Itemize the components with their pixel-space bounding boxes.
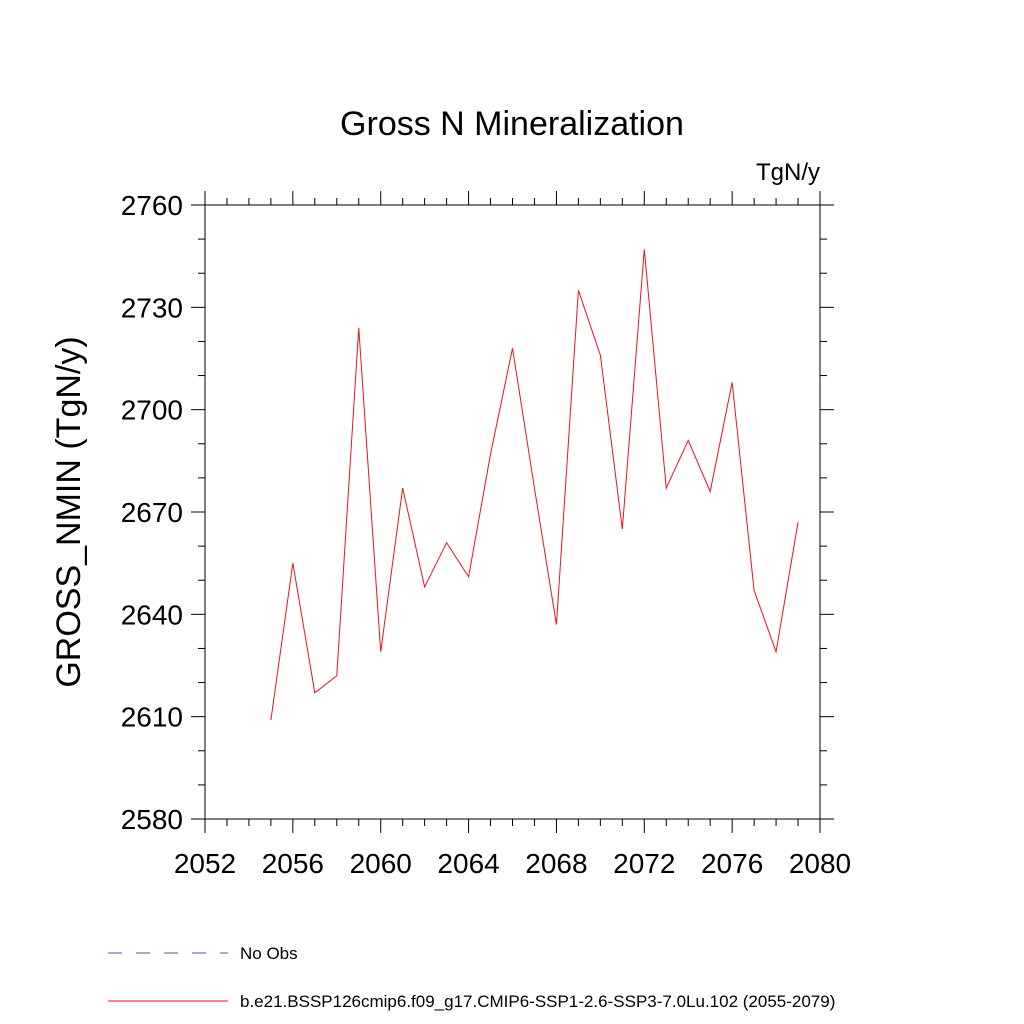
x-tick-label: 2076 — [701, 848, 763, 879]
chart-title: Gross N Mineralization — [340, 105, 684, 143]
legend-label-model-run: b.e21.BSSP126cmip6.f09_g17.CMIP6-SSP1-2.… — [240, 992, 835, 1011]
y-tick-label: 2640 — [121, 599, 183, 630]
x-tick-labels: 2052 2056 2060 2064 2068 2072 2076 2080 — [174, 848, 851, 879]
x-tick-label: 2060 — [350, 848, 412, 879]
x-tick-label: 2052 — [174, 848, 236, 879]
series-line — [270, 249, 799, 721]
y-tick-label: 2610 — [121, 702, 183, 733]
y-tick-label: 2670 — [121, 497, 183, 528]
legend: No Obs b.e21.BSSP126cmip6.f09_g17.CMIP6-… — [108, 944, 835, 1011]
x-tick-label: 2072 — [613, 848, 675, 879]
units-label: TgN/y — [756, 159, 820, 186]
series-layer — [270, 249, 799, 721]
y-tick-label: 2760 — [121, 190, 183, 221]
x-tick-label: 2068 — [525, 848, 587, 879]
axis-ticks — [191, 191, 834, 833]
y-axis-label: GROSS_NMIN (TgN/y) — [50, 336, 88, 687]
y-tick-label: 2580 — [121, 804, 183, 835]
y-tick-label: 2730 — [121, 292, 183, 323]
y-tick-labels: 2580 2610 2640 2670 2700 2730 2760 — [121, 190, 183, 835]
plot-frame — [204, 204, 821, 820]
x-tick-label: 2056 — [262, 848, 324, 879]
y-tick-label: 2700 — [121, 395, 183, 426]
x-tick-label: 2064 — [437, 848, 499, 879]
x-tick-label: 2080 — [789, 848, 851, 879]
legend-label-no-obs: No Obs — [240, 944, 298, 963]
